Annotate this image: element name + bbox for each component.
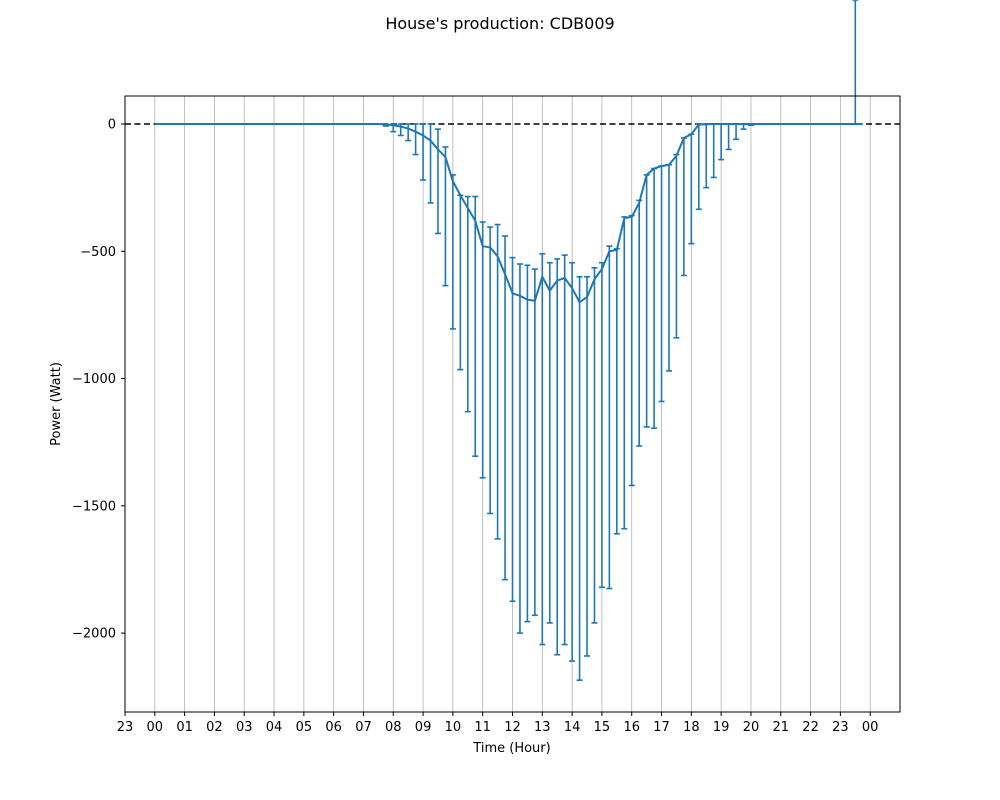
x-tick-label: 19 (713, 720, 730, 735)
series-line (154, 123, 863, 304)
y-axis-label: Power (Watt) (49, 362, 64, 446)
x-tick-label: 11 (474, 720, 491, 735)
x-tick-label: 12 (504, 720, 521, 735)
x-tick-label: 18 (683, 720, 700, 735)
x-tick-label: 02 (206, 720, 223, 735)
x-tick-label: 23 (117, 720, 134, 735)
series-line-group (154, 123, 863, 304)
y-tick-label: −500 (80, 245, 116, 260)
chart-title: House's production: CDB009 (385, 14, 614, 33)
error-bars (382, 0, 859, 681)
y-tick-label: −1500 (72, 499, 116, 514)
x-tick-label: 13 (534, 720, 551, 735)
x-tick-label: 09 (415, 720, 432, 735)
x-tick-label: 17 (653, 720, 670, 735)
x-tick-label: 20 (743, 720, 760, 735)
x-axis-ticks: 23 00 01 02 03 04 05 06 07 08 09 10 11 12 13 14 15 16 17 18… (117, 712, 879, 735)
x-axis-label: Time (Hour) (472, 741, 550, 756)
y-axis-ticks: 0 −500 −1000 −1500 −2000 (72, 118, 125, 642)
x-tick-label: 15 (594, 720, 611, 735)
x-tick-label: 06 (325, 720, 342, 735)
x-tick-label: 21 (772, 720, 789, 735)
x-tick-label: 01 (176, 720, 193, 735)
x-tick-label: 08 (385, 720, 402, 735)
x-tick-label: 10 (445, 720, 462, 735)
x-tick-label: 00 (862, 720, 879, 735)
x-tick-label: 05 (296, 720, 313, 735)
x-tick-label: 00 (147, 720, 164, 735)
x-tick-label: 22 (802, 720, 819, 735)
y-tick-label: 0 (108, 118, 116, 133)
x-tick-label: 14 (564, 720, 581, 735)
x-tick-label: 16 (623, 720, 640, 735)
x-tick-label: 04 (266, 720, 283, 735)
x-tick-label: 23 (832, 720, 849, 735)
y-tick-label: −2000 (72, 627, 116, 642)
x-tick-label: 07 (355, 720, 372, 735)
y-tick-label: −1000 (72, 372, 116, 387)
x-tick-label: 03 (236, 720, 253, 735)
